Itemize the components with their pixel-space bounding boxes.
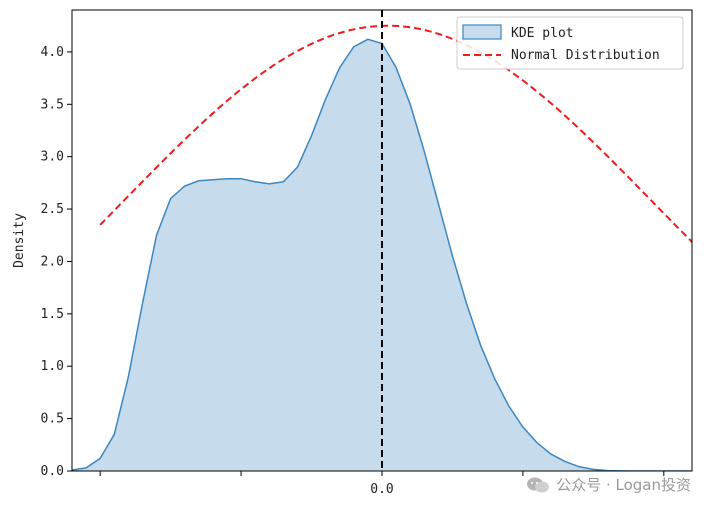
y-tick-label: 1.5 bbox=[41, 307, 64, 322]
y-tick-label: 3.0 bbox=[41, 150, 64, 165]
y-tick-label: 1.0 bbox=[41, 359, 64, 374]
y-tick-label: 2.0 bbox=[41, 254, 64, 269]
y-tick-label: 0.0 bbox=[41, 464, 64, 479]
axes: 0.0 0.5 1.0 1.5 2.0 2.5 3.0 3.5 4.0 0.0 bbox=[41, 9, 693, 497]
kde-fill-area bbox=[72, 39, 692, 471]
legend-label-normal: Normal Distribution bbox=[511, 48, 660, 63]
watermark-text: 公众号 · Logan投资 bbox=[556, 476, 691, 494]
plot-area bbox=[72, 10, 692, 471]
y-tick-label: 3.5 bbox=[41, 97, 64, 112]
legend-frame bbox=[456, 16, 684, 70]
watermark: 公众号 · Logan投资 bbox=[526, 474, 691, 495]
y-tick-label: 4.0 bbox=[41, 45, 64, 60]
y-tick-label: 2.5 bbox=[41, 202, 64, 217]
series-group bbox=[72, 10, 692, 471]
legend-label-kde: KDE plot bbox=[511, 26, 574, 41]
legend: KDE plot Normal Distribution bbox=[456, 16, 684, 70]
y-axis-label: Density bbox=[12, 213, 27, 268]
legend-swatch-kde bbox=[462, 24, 502, 40]
y-tick-label: 0.5 bbox=[41, 412, 64, 427]
x-tick-label: 0.0 bbox=[370, 482, 393, 497]
wechat-icon bbox=[527, 477, 550, 492]
